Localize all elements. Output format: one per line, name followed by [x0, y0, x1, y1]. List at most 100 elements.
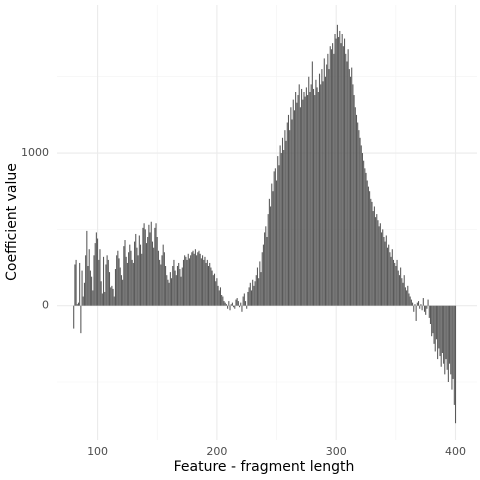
bar [341, 34, 343, 306]
bar [304, 96, 306, 306]
bar [197, 252, 199, 306]
bar [421, 305, 423, 311]
bar [192, 250, 194, 306]
bar [163, 252, 165, 306]
bar [287, 114, 290, 306]
bar [397, 270, 399, 306]
bar [171, 278, 173, 306]
bar [215, 281, 217, 306]
bar [352, 84, 354, 306]
bar [97, 238, 99, 306]
bar [185, 256, 187, 306]
bar [410, 299, 412, 306]
bar [83, 282, 85, 306]
bar [334, 34, 336, 306]
y-tick-label: 0 [42, 299, 49, 312]
bar [429, 305, 432, 324]
bar [289, 130, 291, 306]
bar [194, 249, 196, 306]
bar [259, 261, 261, 306]
bar [91, 276, 93, 306]
bar [296, 102, 298, 306]
bar [454, 305, 457, 424]
bar [327, 53, 329, 306]
bar [266, 237, 268, 306]
bar [128, 252, 130, 306]
bar [117, 250, 119, 306]
bar [358, 130, 360, 306]
bar [434, 305, 436, 352]
bar [254, 281, 256, 306]
bar [339, 30, 341, 306]
bar [357, 122, 359, 306]
bar [262, 244, 264, 306]
bar [261, 252, 263, 306]
bar [437, 305, 439, 360]
bar [134, 241, 136, 306]
bar [151, 241, 153, 306]
bar [389, 252, 391, 306]
bar [153, 247, 155, 306]
bar [267, 214, 269, 306]
bar [172, 266, 174, 306]
bar [360, 145, 362, 306]
bar [150, 221, 152, 306]
bar [270, 206, 272, 306]
bar [297, 95, 299, 306]
bar [106, 255, 108, 306]
x-tick-label: 400 [445, 445, 466, 458]
bar [345, 53, 347, 306]
bar [299, 107, 301, 306]
bar [320, 84, 322, 306]
bar [265, 226, 267, 306]
bar [390, 256, 392, 306]
bar [365, 172, 367, 306]
bar [87, 266, 89, 306]
x-tick-label: 100 [87, 445, 108, 458]
bar [206, 259, 208, 306]
bar [329, 46, 331, 306]
bar [298, 84, 300, 306]
bar [400, 267, 402, 306]
bar [432, 305, 434, 334]
bar [165, 266, 167, 306]
bar [268, 198, 270, 306]
bar [392, 259, 395, 306]
bar [391, 249, 393, 306]
bar [249, 282, 251, 306]
bar [382, 229, 384, 306]
bar [335, 38, 337, 306]
bar [378, 226, 380, 306]
bar [290, 107, 292, 306]
bar [419, 305, 421, 309]
bar [451, 305, 453, 390]
bar [207, 266, 210, 306]
bar [230, 304, 232, 306]
bar [212, 275, 214, 306]
bar [131, 259, 133, 306]
bar [440, 305, 442, 367]
bar [279, 145, 281, 306]
bar [210, 267, 212, 306]
bar [130, 250, 132, 306]
bar [217, 285, 219, 306]
bar [450, 305, 452, 375]
bar [111, 285, 113, 306]
bar [407, 285, 409, 306]
bar [159, 259, 161, 306]
bar [307, 95, 309, 306]
bar [229, 305, 231, 311]
bar [303, 92, 305, 306]
bar [277, 156, 279, 306]
bar [274, 168, 276, 306]
bar [95, 232, 97, 306]
bar [219, 287, 222, 306]
bar [107, 259, 109, 306]
bar [94, 243, 96, 306]
bar [113, 296, 115, 306]
bar [190, 255, 192, 306]
bar [349, 76, 352, 306]
bar [324, 76, 327, 306]
bar [102, 256, 105, 306]
bar [157, 250, 159, 306]
